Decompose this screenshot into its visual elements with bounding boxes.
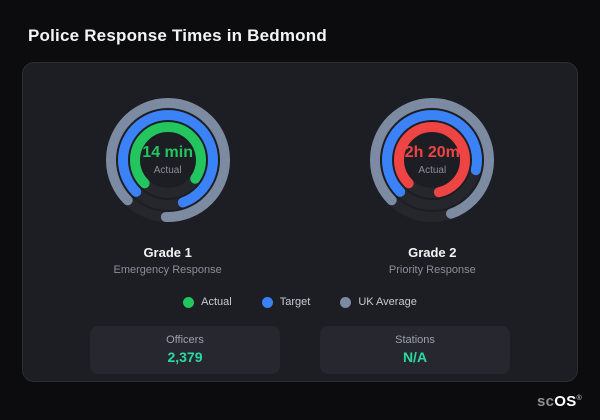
scos-logo: scOS® bbox=[537, 393, 582, 410]
stat-value: 2,379 bbox=[167, 349, 203, 365]
stat-stations: Stations N/A bbox=[320, 326, 510, 374]
chart-legend: Actual Target UK Average bbox=[23, 296, 577, 308]
dashboard-card: 14 min Actual Grade 1 Emergency Response… bbox=[22, 62, 578, 382]
stats-row: Officers 2,379 Stations N/A bbox=[23, 326, 577, 374]
registered-trademark-icon: ® bbox=[576, 395, 582, 402]
stat-label: Stations bbox=[395, 334, 435, 346]
legend-dot-actual-icon bbox=[183, 296, 195, 308]
gauge-title: Grade 1 bbox=[143, 245, 192, 260]
legend-label: Actual bbox=[201, 296, 232, 308]
legend-item-target[interactable]: Target bbox=[261, 296, 311, 308]
gauge-rings-grade-1 bbox=[105, 97, 230, 222]
legend-label: UK Average bbox=[358, 296, 417, 308]
gauge-subtitle: Priority Response bbox=[388, 264, 476, 276]
legend-item-uk-average[interactable]: UK Average bbox=[340, 296, 417, 308]
page-title: Police Response Times in Bedmond bbox=[28, 26, 327, 45]
scos-logo-prefix: sc bbox=[536, 393, 555, 410]
scos-logo-suffix: OS bbox=[554, 393, 577, 410]
stat-label: Officers bbox=[166, 334, 204, 346]
legend-label: Target bbox=[279, 296, 311, 308]
gauge-title: Grade 2 bbox=[408, 245, 457, 260]
legend-dot-uk-average-icon bbox=[340, 296, 352, 308]
gauge-rings-grade-2 bbox=[370, 97, 495, 222]
gauge-chart-grade-2: 2h 20m Actual bbox=[357, 85, 507, 235]
legend-dot-target-icon bbox=[261, 296, 273, 308]
legend-item-actual[interactable]: Actual bbox=[183, 296, 232, 308]
gauge-grade-1: 14 min Actual Grade 1 Emergency Response bbox=[48, 85, 288, 276]
stat-value: N/A bbox=[402, 349, 428, 365]
gauge-chart-grade-1: 14 min Actual bbox=[93, 85, 243, 235]
gauge-grade-2: 2h 20m Actual Grade 2 Priority Response bbox=[312, 85, 552, 276]
gauges-row: 14 min Actual Grade 1 Emergency Response… bbox=[23, 85, 577, 276]
stat-officers: Officers 2,379 bbox=[90, 326, 280, 374]
gauge-subtitle: Emergency Response bbox=[113, 264, 222, 276]
